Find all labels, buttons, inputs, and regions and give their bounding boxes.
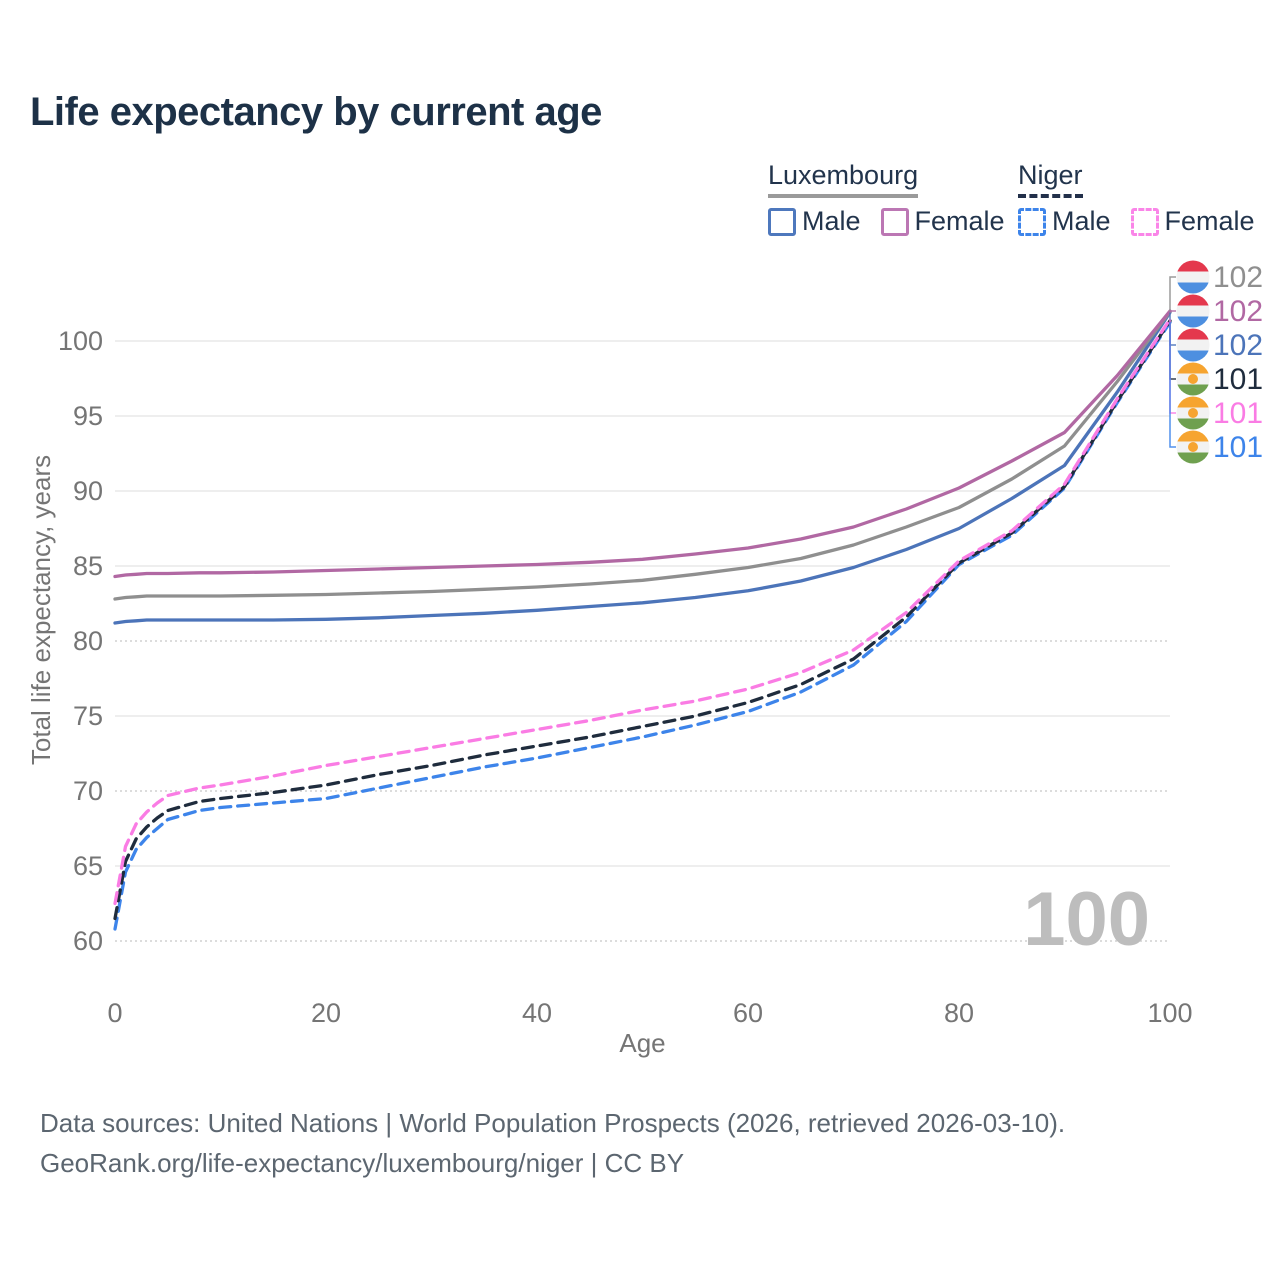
end-value-label-luxembourg-both: 102 — [1213, 261, 1263, 294]
flag-band — [1176, 418, 1210, 430]
x-tick-label-40: 40 — [522, 998, 552, 1028]
flag-dot — [1188, 442, 1198, 452]
x-tick-label-100: 100 — [1147, 998, 1192, 1028]
series-line-luxembourg-male — [113, 310, 1172, 625]
flag-band — [1176, 339, 1210, 351]
flag-dot — [1188, 408, 1198, 418]
legend-swatch-luxembourg-male-icon — [768, 207, 796, 236]
y-tick-label-65: 65 — [73, 851, 103, 881]
end-label-connector-luxembourg-both — [1169, 276, 1176, 312]
end-value-label-niger-both: 101 — [1213, 363, 1263, 396]
flag-band — [1176, 294, 1210, 306]
flag-band — [1176, 384, 1210, 396]
x-tick-label-60: 60 — [733, 998, 763, 1028]
legend-swatch-niger-male-icon — [1018, 207, 1046, 236]
legend-swatch-niger-female-icon — [1130, 207, 1159, 236]
end-value-label-luxembourg-male: 102 — [1213, 329, 1263, 362]
page-title: Life expectancy by current age — [30, 90, 602, 134]
series-line-niger-male — [113, 320, 1172, 931]
legend-label-niger-male: Male — [1052, 206, 1111, 236]
flag-band — [1176, 328, 1210, 340]
end-value-label-niger-male: 101 — [1213, 431, 1263, 464]
legend-title-niger[interactable]: Niger — [1018, 160, 1083, 198]
y-tick-label-90: 90 — [73, 476, 103, 506]
flag-band — [1176, 271, 1210, 283]
series-line-luxembourg-both — [113, 310, 1172, 601]
age-counter-watermark: 100 — [1023, 877, 1150, 962]
legend-label-niger-female: Female — [1164, 206, 1255, 236]
flag-luxembourg-icon — [1176, 328, 1210, 362]
end-label-connector-niger-both — [1169, 320, 1176, 380]
flag-band — [1176, 305, 1210, 317]
flag-band — [1176, 452, 1210, 464]
legend-item-niger-female[interactable]: Female — [1130, 206, 1255, 237]
end-value-label-luxembourg-female: 102 — [1213, 295, 1263, 328]
y-tick-label-95: 95 — [73, 401, 103, 431]
series-line-niger-both — [113, 319, 1172, 921]
legend-item-luxembourg-female[interactable]: Female — [880, 206, 1005, 237]
end-label-connector-luxembourg-male — [1169, 312, 1176, 346]
y-tick-label-75: 75 — [73, 701, 103, 731]
y-tick-label-70: 70 — [73, 776, 103, 806]
flag-luxembourg-icon — [1176, 260, 1210, 294]
end-value-label-niger-female: 101 — [1213, 397, 1263, 430]
data-sources-note: Data sources: United Nations | World Pop… — [40, 1108, 1066, 1138]
y-axis-title: Total life expectancy, years — [26, 455, 56, 765]
flag-dot — [1188, 374, 1198, 384]
x-tick-label-80: 80 — [944, 998, 974, 1028]
flag-band — [1176, 350, 1210, 362]
flag-niger-icon — [1176, 430, 1210, 464]
series-line-luxembourg-female — [113, 309, 1172, 579]
legend-swatch-luxembourg-female-icon — [880, 207, 909, 236]
series-line-niger-female — [113, 317, 1172, 906]
flag-band — [1176, 362, 1210, 374]
flag-band — [1176, 430, 1210, 442]
x-axis-title: Age — [619, 1028, 665, 1058]
attribution-note: GeoRank.org/life-expectancy/luxembourg/n… — [40, 1148, 685, 1178]
flag-band — [1176, 282, 1210, 294]
legend-group-luxembourg: Luxembourg Male Female — [768, 160, 1005, 237]
flag-niger-icon — [1176, 362, 1210, 396]
flag-niger-icon — [1176, 396, 1210, 430]
legend-item-niger-male[interactable]: Male — [1018, 206, 1111, 237]
y-tick-label-100: 100 — [58, 326, 103, 356]
flag-band — [1176, 396, 1210, 408]
flag-band — [1176, 316, 1210, 328]
y-tick-label-85: 85 — [73, 551, 103, 581]
x-tick-label-20: 20 — [311, 998, 341, 1028]
x-tick-label-0: 0 — [107, 998, 122, 1028]
flag-luxembourg-icon — [1176, 294, 1210, 328]
end-label-connector-niger-female — [1169, 319, 1176, 414]
y-tick-label-80: 80 — [73, 626, 103, 656]
flag-band — [1176, 260, 1210, 272]
legend-title-luxembourg[interactable]: Luxembourg — [768, 160, 919, 198]
legend-item-luxembourg-male[interactable]: Male — [768, 206, 861, 237]
legend-group-niger: Niger Male Female — [1018, 160, 1255, 237]
y-tick-label-60: 60 — [73, 926, 103, 956]
legend-label-luxembourg-female: Female — [914, 206, 1005, 236]
legend-label-luxembourg-male: Male — [802, 206, 861, 236]
end-label-connector-niger-male — [1169, 322, 1176, 448]
